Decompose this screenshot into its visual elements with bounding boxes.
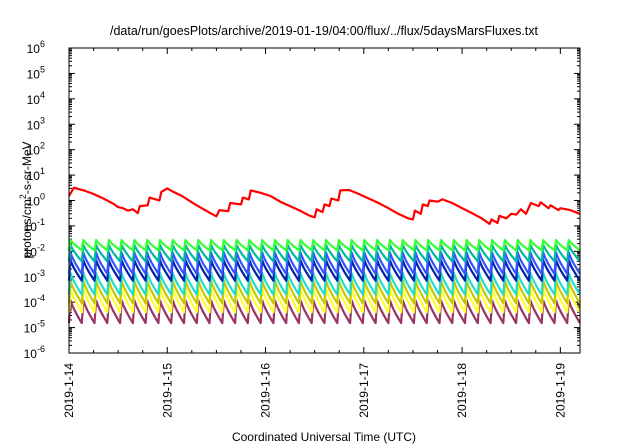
y-tick-exponent: -5 <box>37 319 45 329</box>
y-tick-exponent: -3 <box>37 268 45 278</box>
y-tick-exponent: -6 <box>37 344 45 354</box>
x-tick-label: 2019-1-19 <box>553 363 567 418</box>
y-axis-label-suffix: -s-sr-MeV <box>20 141 34 194</box>
y-tick-label: 10-6 <box>24 344 45 361</box>
y-tick-exponent: 4 <box>40 90 45 100</box>
y-axis-label-sup: 2 <box>18 194 28 199</box>
y-tick-label: 10-1 <box>24 217 45 234</box>
y-axis-label-prefix: protons/cm <box>20 199 34 258</box>
y-tick-label: 10-2 <box>24 242 45 259</box>
y-tick-label: 10-4 <box>24 293 45 310</box>
y-tick-label: 105 <box>27 64 45 81</box>
y-tick-label: 100 <box>27 192 45 209</box>
x-tick-label: 2019-1-14 <box>62 363 76 418</box>
y-tick-base: 10 <box>27 144 41 158</box>
chart-title: /data/run/goesPlots/archive/2019-01-19/0… <box>110 24 539 38</box>
x-tick-label: 2019-1-17 <box>357 363 371 418</box>
y-tick-exponent: -1 <box>37 217 45 227</box>
y-tick-base: 10 <box>27 42 41 56</box>
y-tick-exponent: -4 <box>37 293 45 303</box>
plot-area <box>67 186 581 325</box>
y-tick-label: 104 <box>27 90 45 107</box>
y-tick-base: 10 <box>24 220 38 234</box>
x-tick-label: 2019-1-18 <box>455 363 469 418</box>
y-tick-base: 10 <box>24 296 38 310</box>
y-tick-exponent: 3 <box>40 115 45 125</box>
y-tick-base: 10 <box>24 347 38 361</box>
y-tick-base: 10 <box>27 118 41 132</box>
y-tick-base: 10 <box>24 271 38 285</box>
x-axis-label: Coordinated Universal Time (UTC) <box>232 430 416 444</box>
y-tick-exponent: 0 <box>40 192 45 202</box>
y-tick-exponent: 6 <box>40 39 45 49</box>
y-tick-base: 10 <box>24 322 38 336</box>
y-tick-exponent: 2 <box>40 141 45 151</box>
y-tick-base: 10 <box>27 93 41 107</box>
series-line <box>68 186 581 225</box>
y-tick-label: 102 <box>27 141 45 158</box>
x-tick-label: 2019-1-16 <box>259 363 273 418</box>
y-tick-exponent: 1 <box>40 166 45 176</box>
series-line <box>67 238 581 252</box>
series-line <box>67 243 581 263</box>
y-tick-label: 106 <box>27 39 45 56</box>
series-line <box>67 271 581 296</box>
plot-frame <box>68 47 581 354</box>
y-axis-label: protons/cm2-s-sr-MeV <box>18 141 34 258</box>
series-line <box>67 251 581 275</box>
y-tick-label: 103 <box>27 115 45 132</box>
x-axis-ticks: 2019-1-14 2019-1-15 2019-1-16 2019-1-17 2019… <box>62 48 567 418</box>
y-tick-base: 10 <box>24 245 38 259</box>
y-tick-exponent: 5 <box>40 64 45 74</box>
y-tick-label: 10-5 <box>24 319 45 336</box>
y-tick-base: 10 <box>27 67 41 81</box>
y-tick-base: 10 <box>27 169 41 183</box>
x-tick-label: 2019-1-15 <box>160 363 174 418</box>
y-tick-exponent: -2 <box>37 242 45 252</box>
y-tick-base: 10 <box>27 195 41 209</box>
y-tick-label: 10-3 <box>24 268 45 285</box>
y-tick-label: 101 <box>27 166 45 183</box>
